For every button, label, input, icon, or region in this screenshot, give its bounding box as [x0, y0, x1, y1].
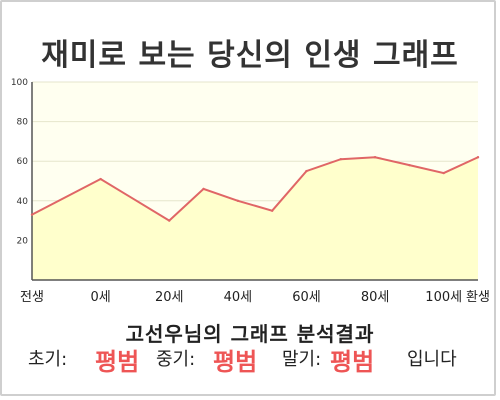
analysis-heading: 고선우님의 그래프 분석결과 [125, 322, 375, 346]
middle-label: 중기: [156, 349, 196, 370]
series-line [31, 156, 479, 222]
page-title: 재미로 보는 당신의 인생 그래프 [41, 38, 459, 73]
y-tick-label: 80 [17, 118, 29, 128]
data-point [270, 209, 274, 212]
data-point [168, 219, 171, 222]
y-tick-label: 100 [11, 78, 28, 88]
area-fill [32, 157, 478, 280]
x-tick-label: 60세 [292, 290, 321, 305]
early-label: 초기: [28, 349, 68, 370]
x-tick-label: 환생 [466, 290, 490, 305]
late-label: 말기: [282, 349, 322, 370]
data-point [305, 169, 308, 173]
data-point [30, 213, 34, 216]
result-suffix: 입니다 [407, 349, 457, 370]
data-point [476, 156, 480, 159]
y-tick-label: 40 [17, 197, 29, 207]
early-value: 평범 [95, 348, 140, 376]
y-tick-label: 20 [17, 236, 29, 246]
y-tick-label: 60 [17, 157, 29, 167]
data-point [442, 171, 445, 175]
x-tick-label: 0세 [90, 290, 110, 305]
late-value: 평범 [330, 348, 375, 376]
data-point [202, 187, 205, 191]
x-tick-label: 전생 [20, 290, 44, 305]
data-point [236, 199, 240, 202]
data-point [339, 158, 342, 161]
x-tick-label: 20세 [155, 290, 184, 305]
middle-value: 평범 [213, 348, 258, 376]
data-point [99, 177, 102, 181]
x-tick-label: 100세 [425, 290, 462, 305]
data-point [408, 163, 411, 167]
x-tick-label: 40세 [224, 290, 253, 305]
x-tick-label: 80세 [361, 290, 390, 305]
data-point [373, 156, 377, 159]
